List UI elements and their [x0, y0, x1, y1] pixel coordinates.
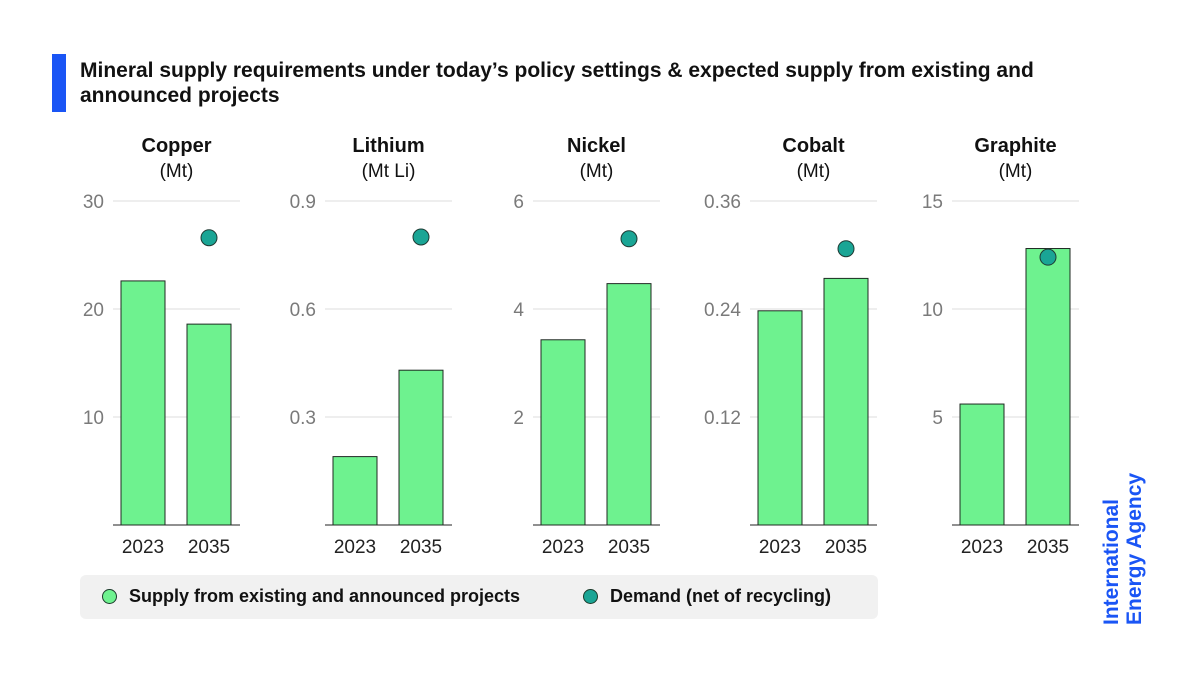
bar-cobalt-2035 — [823, 277, 869, 526]
x-tick-label-cobalt-2023: 2023 — [759, 537, 801, 558]
x-tick-label-lithium-2023: 2023 — [334, 537, 376, 558]
panel-title-nickel: Nickel — [567, 135, 626, 157]
y-tick-label-cobalt-0: 0.12 — [704, 408, 741, 429]
legend-swatch-demand — [583, 589, 598, 604]
y-tick-label-graphite-2: 15 — [922, 192, 943, 213]
x-tick-label-cobalt-2035: 2035 — [825, 537, 867, 558]
bar-nickel-2023 — [540, 339, 586, 526]
y-tick-label-graphite-0: 5 — [932, 408, 943, 429]
legend: Supply from existing and announced proje… — [80, 575, 878, 619]
x-tick-label-copper-2035: 2035 — [188, 537, 230, 558]
x-tick-label-nickel-2035: 2035 — [608, 537, 650, 558]
y-tick-label-lithium-2: 0.9 — [290, 192, 316, 213]
y-tick-label-nickel-0: 2 — [513, 408, 524, 429]
y-tick-label-graphite-1: 10 — [922, 300, 943, 321]
bar-nickel-2035 — [606, 283, 652, 526]
panel-unit-nickel: (Mt) — [580, 161, 614, 182]
bar-lithium-2035 — [398, 369, 444, 526]
chart-title: Mineral supply requirements under today’… — [80, 59, 1034, 107]
panel-title-cobalt: Cobalt — [782, 135, 845, 157]
bar-graphite-2035 — [1025, 248, 1071, 526]
panel-unit-graphite: (Mt) — [999, 161, 1033, 182]
demand-point-copper-2035 — [200, 229, 218, 247]
panel-title-lithium: Lithium — [352, 135, 424, 157]
legend-swatch-supply — [102, 589, 117, 604]
legend-item-supply: Supply from existing and announced proje… — [102, 586, 520, 607]
legend-label-demand: Demand (net of recycling) — [610, 586, 832, 606]
x-tick-label-graphite-2035: 2035 — [1027, 537, 1069, 558]
y-tick-label-copper-0: 10 — [83, 408, 104, 429]
demand-point-nickel-2035 — [620, 230, 638, 248]
demand-point-lithium-2035 — [412, 228, 430, 246]
panel-unit-cobalt: (Mt) — [797, 161, 831, 182]
bar-lithium-2023 — [332, 456, 378, 526]
demand-point-graphite-2035 — [1039, 248, 1057, 266]
bar-copper-2035 — [186, 323, 232, 526]
y-tick-label-nickel-2: 6 — [513, 192, 524, 213]
brand-line-2: Energy Agency — [1123, 472, 1146, 625]
y-tick-label-lithium-1: 0.6 — [290, 300, 316, 321]
y-tick-label-cobalt-2: 0.36 — [704, 192, 741, 213]
panel-unit-lithium: (Mt Li) — [362, 161, 416, 182]
bar-graphite-2023 — [959, 403, 1005, 526]
title-accent-bar — [52, 54, 66, 112]
iea-logo: International Energy Agency — [1100, 460, 1160, 630]
y-tick-label-cobalt-1: 0.24 — [704, 300, 741, 321]
x-tick-label-copper-2023: 2023 — [122, 537, 164, 558]
x-tick-label-nickel-2023: 2023 — [542, 537, 584, 558]
panel-title-graphite: Graphite — [974, 135, 1056, 157]
x-tick-label-lithium-2035: 2035 — [400, 537, 442, 558]
chart-area: Copper (Mt) 10 20 30 2023 2035 Lithium (Mt Li) 0.… — [83, 135, 1079, 558]
x-tick-label-graphite-2023: 2023 — [961, 537, 1003, 558]
demand-point-cobalt-2035 — [837, 240, 855, 258]
y-tick-label-lithium-0: 0.3 — [290, 408, 316, 429]
panel-title-copper: Copper — [142, 135, 212, 157]
y-tick-label-copper-2: 30 — [83, 192, 104, 213]
brand-line-1: International — [1100, 498, 1123, 625]
y-tick-label-copper-1: 20 — [83, 300, 104, 321]
bar-copper-2023 — [120, 280, 166, 526]
panel-unit-copper: (Mt) — [160, 161, 194, 182]
legend-item-demand: Demand (net of recycling) — [583, 586, 831, 607]
legend-label-supply: Supply from existing and announced proje… — [129, 586, 521, 606]
y-tick-label-nickel-1: 4 — [513, 300, 524, 321]
bar-cobalt-2023 — [757, 310, 803, 526]
